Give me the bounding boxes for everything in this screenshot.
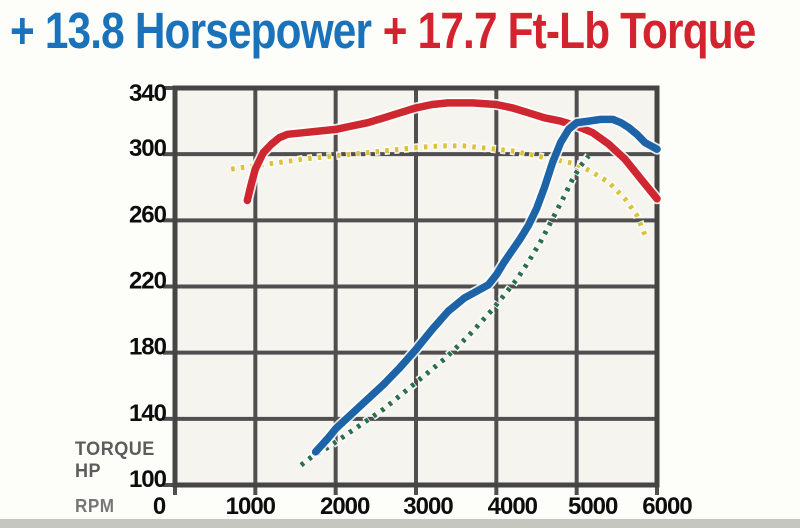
axis-tick-labels: 340 300 260 220 180 140 1000 1000 2000 3000 4000 50… [129,80,693,520]
rpm-axis-label: RPM [75,496,115,516]
bottom-edge-strip [0,519,800,528]
plot-border [172,85,660,488]
y-tick-label: 220 [129,268,167,295]
curve-hp-after [310,113,663,458]
y-tick-label: 300 [129,135,167,162]
x-tick-label: 6000 [642,493,692,520]
x-tick-label: 5000 [568,493,618,520]
y-tick-label: 140 [129,400,167,427]
y-tick-label: 340 [129,80,167,107]
torque-axis-label: TORQUE [75,439,155,460]
x-tick-label: 4000 [488,493,538,520]
curve-torque-before [230,141,649,237]
page-title: + 13.8 Horsepower + 17.7 Ft-Lb Torque [10,2,757,59]
x-tick-label: 0 [153,493,166,520]
x-tick-label: 3000 [403,493,453,520]
y-tick-label: 180 [129,334,167,361]
curve-torque-after [241,97,663,206]
y-tick-label: 260 [129,201,167,228]
x-tick-label: 1000 [226,493,276,520]
curve-hp-before [298,153,593,469]
x-tick-label: 2000 [320,493,370,520]
hp-axis-label: HP [75,461,102,482]
torque-gain-text: + 17.7 Ft-Lb Torque [382,2,757,59]
horsepower-gain-text: + 13.8 Horsepower [10,2,372,59]
y-tick-label: 100 [129,466,167,493]
